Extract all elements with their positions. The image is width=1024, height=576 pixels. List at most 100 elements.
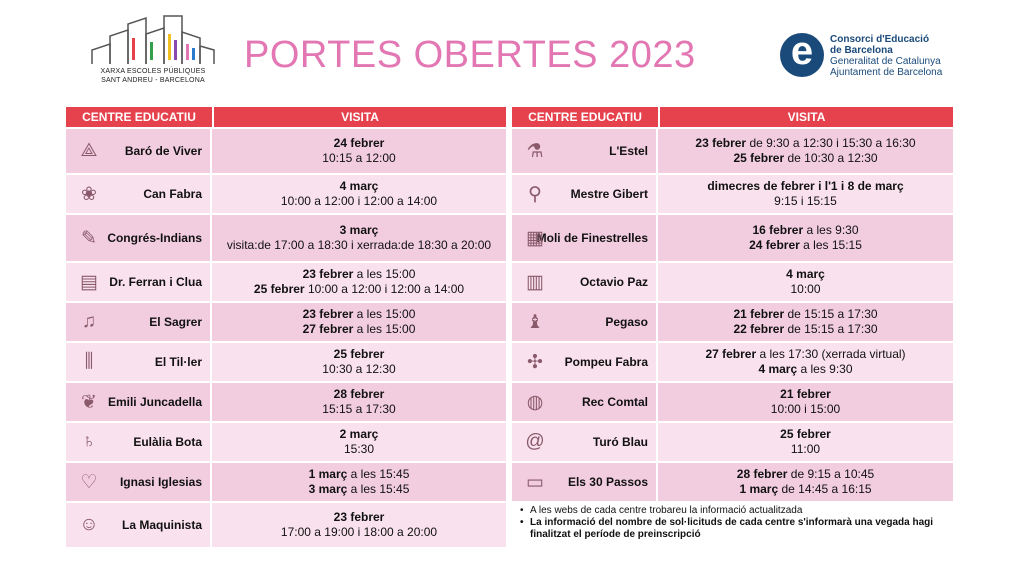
consorci-line-1: Consorci d'Educació [830,34,930,45]
visit-line: 15:15 a 17:30 [322,402,395,417]
visit-date: 23 febrer [302,267,354,281]
consorci-letter: e [790,29,814,73]
left-schedule-table: CENTRE EDUCATIU VISITA ⟁ Baró de Viver 24 … [66,107,506,547]
buildings-logo-icon [91,15,215,64]
visit-time: a les 9:30 [797,362,853,376]
theatre-masks-icon: ☺ [79,514,99,535]
visit-line: 15:30 [344,442,374,457]
brush-icon: ✎ [81,227,97,249]
centre-name: Turó Blau [592,434,648,449]
visit-cell: 3 març visita:de 17:00 a 18:30 i xerrada:… [212,215,506,261]
music-notes-icon: ♫ [81,311,97,332]
centre-name: Congrés-Indians [107,230,202,245]
visit-date: 24 febrer [749,238,800,252]
left-table-row: ▤ Dr. Ferran i Clua 23 febrer a les 15:00 2… [66,261,506,301]
visit-time: a les 15:00 [353,267,416,281]
visit-cell: 25 febrer 11:00 [658,423,953,461]
visit-cell: 4 març 10:00 [658,263,953,301]
visit-line: 9:15 i 15:15 [774,194,837,209]
centre-name: Pegaso [605,314,648,329]
visit-line: 16 febrer a les 9:30 [752,223,858,238]
visit-time: de 15:15 a 17:30 [784,322,878,336]
centre-cell: ☺ La Maquinista [66,503,212,547]
computer-icon: ▭ [526,471,544,493]
visit-date: 1 març [739,482,779,496]
visit-time: 9:15 i 15:15 [774,194,837,208]
visit-time: 15:30 [343,442,375,456]
visit-time: 15:15 a 17:30 [322,402,396,416]
visit-line: 11:00 [791,442,820,457]
right-table-row: ◍ Rec Comtal 21 febrer 10:00 i 15:00 [512,381,953,421]
centre-cell: ▤ Dr. Ferran i Clua [66,263,212,301]
centre-cell: ◍ Rec Comtal [512,383,658,421]
visit-date: 27 febrer [302,322,354,336]
visit-line: 4 març [340,179,379,194]
centre-cell: ♄ Eulàlia Bota [66,423,212,461]
test-tubes-icon: ⫼ [84,351,94,372]
visit-line: 3 març [340,223,379,238]
visit-line: 10:00 i 15:00 [771,402,840,417]
visit-time: de 9:15 a 10:45 [787,467,875,481]
header-centre: CENTRE EDUCATIU [66,107,214,127]
centre-cell: ♡ Ignasi Iglesias [66,463,212,501]
leaf-icon: ❦ [81,391,97,413]
visit-time: visita:de 17:00 a 18:30 i xerrada:de 18:… [226,238,492,252]
notes-list: A les webs de cada centre trobareu la in… [512,501,953,541]
visit-time: a les 15:00 [353,307,416,321]
visit-cell: 23 febrer a les 15:00 27 febrer a les 15:… [212,303,506,341]
visit-time: de 10:30 a 12:30 [784,151,878,165]
visit-time: 17:00 a 19:00 i 18:00 a 20:00 [280,525,438,539]
visit-line: 23 febrer a les 15:00 [303,267,416,282]
visit-time: de 15:15 a 17:30 [784,307,878,321]
visit-line: 10:30 a 12:30 [322,362,395,377]
visit-line: 28 febrer de 9:15 a 10:45 [737,467,874,482]
consorci-line-3: Generalitat de Catalunya [830,56,941,67]
chess-piece-icon: ♝ [526,311,544,333]
visit-date: 21 febrer [780,387,831,401]
centre-name: Mestre Gibert [570,186,648,201]
visit-date: 23 febrer [333,510,385,524]
visit-time: 10:00 i 15:00 [770,402,841,416]
visit-date: 23 febrer [302,307,354,321]
visit-line: 1 març a les 15:45 [309,467,410,482]
visit-cell: dimecres de febrer i l'1 i 8 de març 9:15… [658,175,953,213]
at-sign-icon: @ [525,431,545,452]
visit-line: 25 febrer [780,427,831,442]
consorci-line-4: Ajuntament de Barcelona [830,67,943,78]
visit-line: 23 febrer [334,510,385,525]
visit-date: 25 febrer [253,282,305,296]
visit-line: 25 febrer [334,347,385,362]
visit-line: 21 febrer de 15:15 a 17:30 [733,307,877,322]
visit-line: 23 febrer a les 15:00 [303,307,416,322]
abacus-icon: ▥ [526,271,544,293]
visit-time: de 9:30 a 12:30 i 15:30 a 16:30 [746,136,916,150]
visit-time: a les 15:45 [347,482,410,496]
visit-time: a les 15:45 [347,467,410,481]
visit-time: de 14:45 a 16:15 [778,482,872,496]
centre-name: Els 30 Passos [567,474,648,489]
centre-cell: ⚲ Mestre Gibert [512,175,658,213]
visit-line: 10:00 a 12:00 i 12:00 a 14:00 [281,194,437,209]
visit-date: 21 febrer [733,307,785,321]
centre-name: La Maquinista [121,517,202,532]
books-icon: ▦ [526,227,544,249]
centre-cell: ❀ Can Fabra [66,175,212,213]
logo-line-1: XARXA ESCOLES PÚBLIQUES [100,68,206,75]
right-table-row: ✣ Pompeu Fabra 27 febrer a les 17:30 (xerr… [512,341,953,381]
puzzle-icon: ✣ [527,351,543,373]
visit-cell: 28 febrer de 9:15 a 10:45 1 març de 14:45… [658,463,953,501]
visit-time: 10:00 a 12:00 i 12:00 a 14:00 [304,282,465,296]
centre-cell: ♝ Pegaso [512,303,658,341]
left-table-row: ❀ Can Fabra 4 març 10:00 a 12:00 i 12:00 a … [66,173,506,213]
header-centre: CENTRE EDUCATIU [512,107,660,127]
visit-cell: 2 març 15:30 [212,423,506,461]
visit-cell: 27 febrer a les 17:30 (xerrada virtual) 4… [658,343,953,381]
plant-flask-icon: ⚗ [526,140,544,162]
left-table-row: ✎ Congrés-Indians 3 març visita:de 17:00 a … [66,213,506,261]
visit-line: 4 març [786,267,825,282]
visit-time: a les 15:00 [353,322,416,336]
visit-cell: 16 febrer a les 9:30 24 febrer a les 15:1… [658,215,953,261]
visit-time: 10:15 a 12:00 [322,151,396,165]
visit-date: 25 febrer [780,427,831,441]
centre-name: El Sagrer [149,314,202,329]
